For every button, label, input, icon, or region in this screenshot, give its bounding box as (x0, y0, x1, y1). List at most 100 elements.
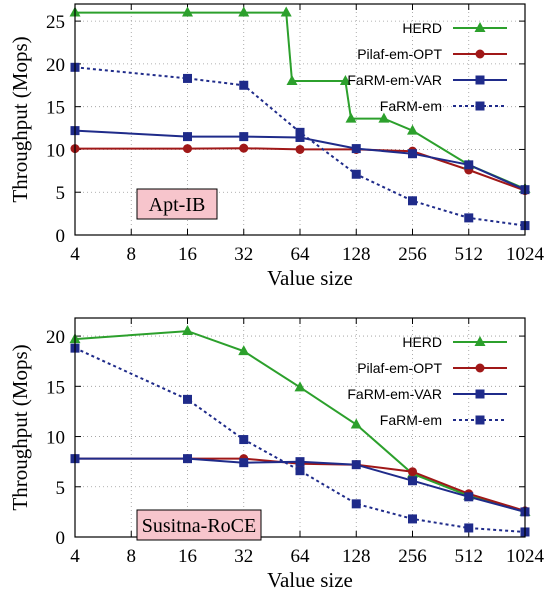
y-tick-label: 15 (46, 377, 65, 398)
legend-label: Pilaf-em-OPT (357, 46, 442, 62)
data-point (182, 6, 193, 17)
data-point (464, 523, 474, 533)
chart-panel-1: 4 8 16 32 64 128 256 512 1024 0 5 10 15 20 25 Value siz… (8, 3, 545, 290)
data-point (183, 394, 192, 404)
data-point (286, 75, 298, 85)
x-tick-label: 1024 (506, 546, 545, 567)
data-point (295, 466, 305, 476)
data-point (345, 112, 357, 123)
data-point (339, 75, 351, 85)
data-point (351, 499, 361, 509)
x-tick-label: 256 (398, 244, 427, 265)
y-tick-label: 0 (56, 226, 66, 247)
y-tick-label: 20 (46, 55, 65, 76)
y-tick-label: 15 (46, 98, 65, 119)
data-point (239, 80, 249, 90)
data-point (350, 418, 362, 429)
data-point (238, 345, 250, 356)
data-point (183, 132, 192, 142)
data-point (295, 457, 305, 467)
annotation-box (136, 509, 262, 541)
x-tick-label: 16 (178, 244, 197, 265)
y-axis-label: Throughput (Mops) (8, 344, 32, 510)
legend-marker (475, 389, 485, 399)
legend: HERD Pilaf-em-OPT FaRM-em-VAR FaRM-em (347, 20, 507, 114)
data-point (351, 169, 361, 179)
legend-label: FaRM-em (380, 98, 442, 114)
y-tick-label: 20 (46, 327, 65, 348)
data-point (239, 132, 249, 142)
legend-marker (475, 101, 485, 111)
chart-panel-2: 4 8 16 32 64 128 256 512 1024 0 5 10 15 20 Value size T… (8, 317, 545, 592)
data-point (408, 514, 417, 524)
annotation-label: Apt-IB (149, 194, 206, 216)
x-tick-label: 1024 (506, 244, 545, 265)
series-group (69, 325, 531, 537)
legend-marker (475, 415, 485, 425)
data-point (280, 6, 292, 17)
series-line-farm-em-var (75, 457, 526, 513)
legend-label: FaRM-em-VAR (347, 72, 442, 88)
data-point (239, 435, 249, 445)
data-point (295, 144, 305, 154)
data-point (464, 160, 474, 170)
legend-label: HERD (402, 20, 442, 36)
series-line-herd (74, 330, 526, 513)
x-tick-label: 128 (342, 244, 371, 265)
data-point (239, 143, 249, 153)
x-axis-label: Value size (267, 266, 353, 290)
y-axis-label: Throughput (Mops) (8, 36, 32, 202)
data-point (294, 381, 306, 392)
y-tick-label: 5 (56, 183, 66, 204)
data-point (239, 458, 249, 468)
series-line-pilaf-em-opt (75, 147, 526, 192)
data-point (183, 144, 192, 154)
data-point (464, 492, 474, 502)
data-point (408, 196, 417, 206)
annotation-box (136, 188, 218, 220)
data-point (464, 213, 474, 223)
x-tick-label: 32 (234, 546, 253, 567)
x-tick-label: 8 (127, 546, 137, 567)
x-tick-label: 64 (291, 244, 311, 265)
x-axis-label: Value size (267, 568, 353, 592)
y-tick-label: 0 (56, 528, 66, 549)
data-point (407, 124, 418, 135)
grid (74, 318, 526, 538)
legend-marker (474, 22, 486, 32)
legend-marker (475, 75, 485, 85)
data-point (295, 132, 305, 142)
x-tick-label: 32 (234, 244, 253, 265)
legend: HERD Pilaf-em-OPT FaRM-em-VAR FaRM-em (347, 334, 507, 428)
legend-label: Pilaf-em-OPT (357, 360, 442, 376)
data-point (351, 460, 361, 470)
legend-label: HERD (402, 334, 442, 350)
data-point (408, 467, 417, 477)
series-line-farm-em-var (74, 129, 526, 191)
series-line-farm-em (74, 347, 526, 533)
x-tick-label: 4 (70, 244, 80, 265)
x-tick-label: 4 (70, 546, 80, 567)
x-tick-label: 128 (342, 546, 371, 567)
y-tick-label: 5 (56, 478, 66, 499)
x-tick-label: 512 (455, 244, 484, 265)
legend-marker (474, 336, 486, 346)
x-tick-label: 16 (178, 546, 197, 567)
y-tick-label: 25 (46, 12, 65, 33)
series-line-farm-em (74, 66, 526, 227)
x-tick-label: 256 (398, 546, 427, 567)
data-point (351, 144, 361, 154)
y-tick-label: 10 (46, 140, 65, 161)
data-point (183, 73, 192, 83)
legend-label: FaRM-em-VAR (347, 386, 442, 402)
x-tick-label: 8 (127, 244, 137, 265)
data-point (378, 112, 390, 123)
data-point (182, 325, 193, 336)
data-point (408, 149, 417, 159)
plot-frame (74, 3, 526, 236)
legend-marker (475, 49, 485, 59)
y-tick-label: 10 (46, 428, 65, 449)
x-tick-label: 64 (291, 546, 311, 567)
legend-label: FaRM-em (380, 412, 442, 428)
